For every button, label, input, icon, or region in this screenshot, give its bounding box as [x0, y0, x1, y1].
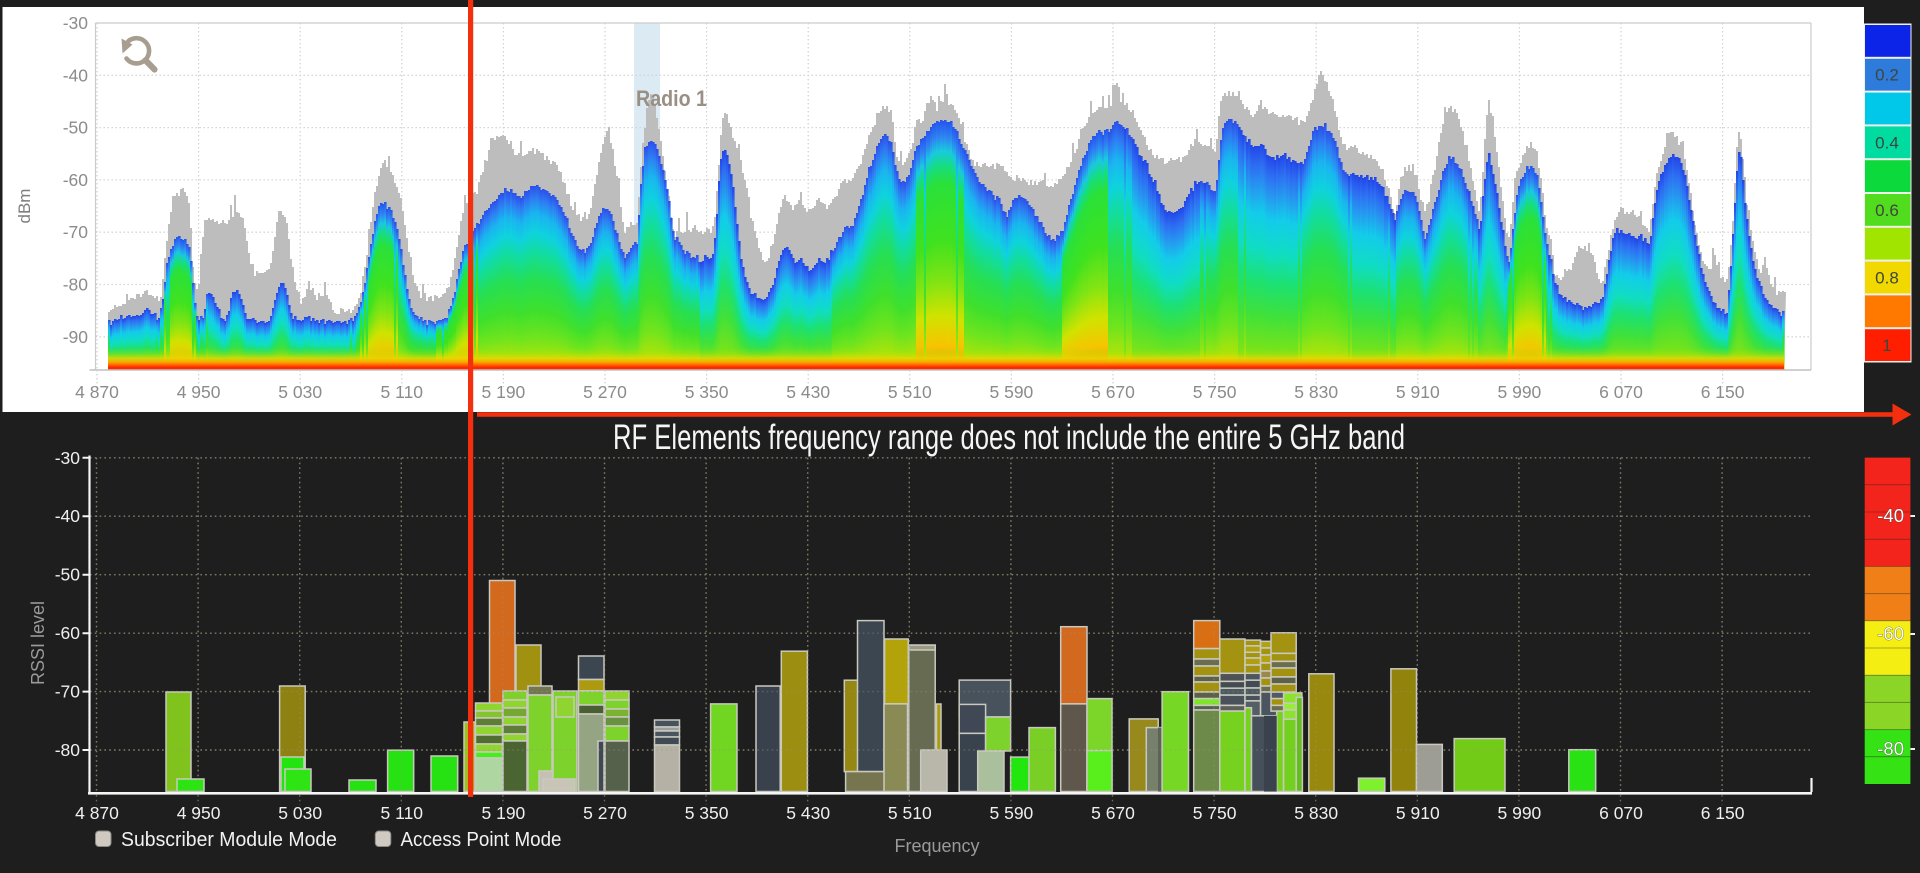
- svg-text:5 830: 5 830: [1294, 803, 1338, 823]
- svg-text:Access Point Mode: Access Point Mode: [401, 829, 562, 851]
- svg-text:-70: -70: [63, 222, 89, 242]
- svg-text:-60: -60: [63, 170, 89, 190]
- svg-text:5 270: 5 270: [583, 382, 627, 402]
- svg-text:-30: -30: [55, 448, 81, 468]
- svg-text:-50: -50: [63, 118, 89, 138]
- svg-text:-90: -90: [63, 327, 89, 347]
- svg-text:4 950: 4 950: [177, 382, 221, 402]
- svg-text:4 870: 4 870: [75, 803, 119, 823]
- svg-text:5 030: 5 030: [278, 803, 322, 823]
- svg-text:5 190: 5 190: [482, 803, 526, 823]
- svg-text:5 670: 5 670: [1091, 803, 1135, 823]
- svg-text:5 350: 5 350: [685, 382, 729, 402]
- svg-text:6 070: 6 070: [1599, 803, 1643, 823]
- svg-text:0.6: 0.6: [1875, 201, 1899, 220]
- svg-text:Radio 1: Radio 1: [636, 86, 707, 111]
- svg-text:-70: -70: [55, 682, 81, 702]
- svg-text:0.8: 0.8: [1875, 269, 1899, 288]
- svg-text:6 070: 6 070: [1599, 382, 1643, 402]
- svg-text:-50: -50: [55, 565, 81, 585]
- svg-text:6 150: 6 150: [1701, 803, 1745, 823]
- svg-text:5 590: 5 590: [990, 382, 1034, 402]
- svg-text:6 150: 6 150: [1701, 382, 1745, 402]
- svg-text:0.2: 0.2: [1875, 66, 1899, 85]
- svg-text:4 950: 4 950: [177, 803, 221, 823]
- svg-text:-40: -40: [55, 506, 81, 526]
- svg-text:-60: -60: [55, 623, 81, 643]
- svg-text:5 910: 5 910: [1396, 382, 1440, 402]
- svg-text:5 030: 5 030: [278, 382, 322, 402]
- svg-text:4 870: 4 870: [75, 382, 119, 402]
- svg-text:RSSI level: RSSI level: [28, 601, 48, 685]
- svg-text:5 910: 5 910: [1396, 803, 1440, 823]
- svg-text:5 830: 5 830: [1294, 382, 1338, 402]
- svg-text:-80: -80: [1877, 738, 1904, 759]
- svg-text:5 190: 5 190: [482, 382, 526, 402]
- svg-text:-40: -40: [1877, 505, 1904, 526]
- svg-text:0.4: 0.4: [1875, 133, 1899, 152]
- svg-text:5 510: 5 510: [888, 803, 932, 823]
- svg-text:5 750: 5 750: [1193, 803, 1237, 823]
- svg-text:Subscriber Module Mode: Subscriber Module Mode: [121, 829, 337, 851]
- svg-text:-80: -80: [63, 275, 89, 295]
- svg-text:dBm: dBm: [15, 189, 34, 224]
- svg-text:Frequency: Frequency: [894, 836, 979, 856]
- svg-text:5 750: 5 750: [1193, 382, 1237, 402]
- svg-text:5 670: 5 670: [1091, 382, 1135, 402]
- svg-text:5 430: 5 430: [786, 803, 830, 823]
- svg-text:-80: -80: [55, 740, 81, 760]
- svg-text:5 990: 5 990: [1498, 803, 1542, 823]
- svg-text:RF Elements frequency range do: RF Elements frequency range does not inc…: [613, 417, 1405, 457]
- svg-text:5 350: 5 350: [685, 803, 729, 823]
- svg-text:5 510: 5 510: [888, 382, 932, 402]
- svg-text:5 270: 5 270: [583, 803, 627, 823]
- svg-text:5 590: 5 590: [990, 803, 1034, 823]
- svg-text:-40: -40: [63, 65, 89, 85]
- svg-text:5 430: 5 430: [786, 382, 830, 402]
- svg-text:5 110: 5 110: [381, 803, 424, 823]
- svg-text:1: 1: [1882, 336, 1891, 355]
- svg-text:5 110: 5 110: [381, 382, 424, 402]
- svg-text:5 990: 5 990: [1498, 382, 1542, 402]
- svg-text:-30: -30: [63, 13, 89, 33]
- svg-text:-60: -60: [1877, 623, 1904, 644]
